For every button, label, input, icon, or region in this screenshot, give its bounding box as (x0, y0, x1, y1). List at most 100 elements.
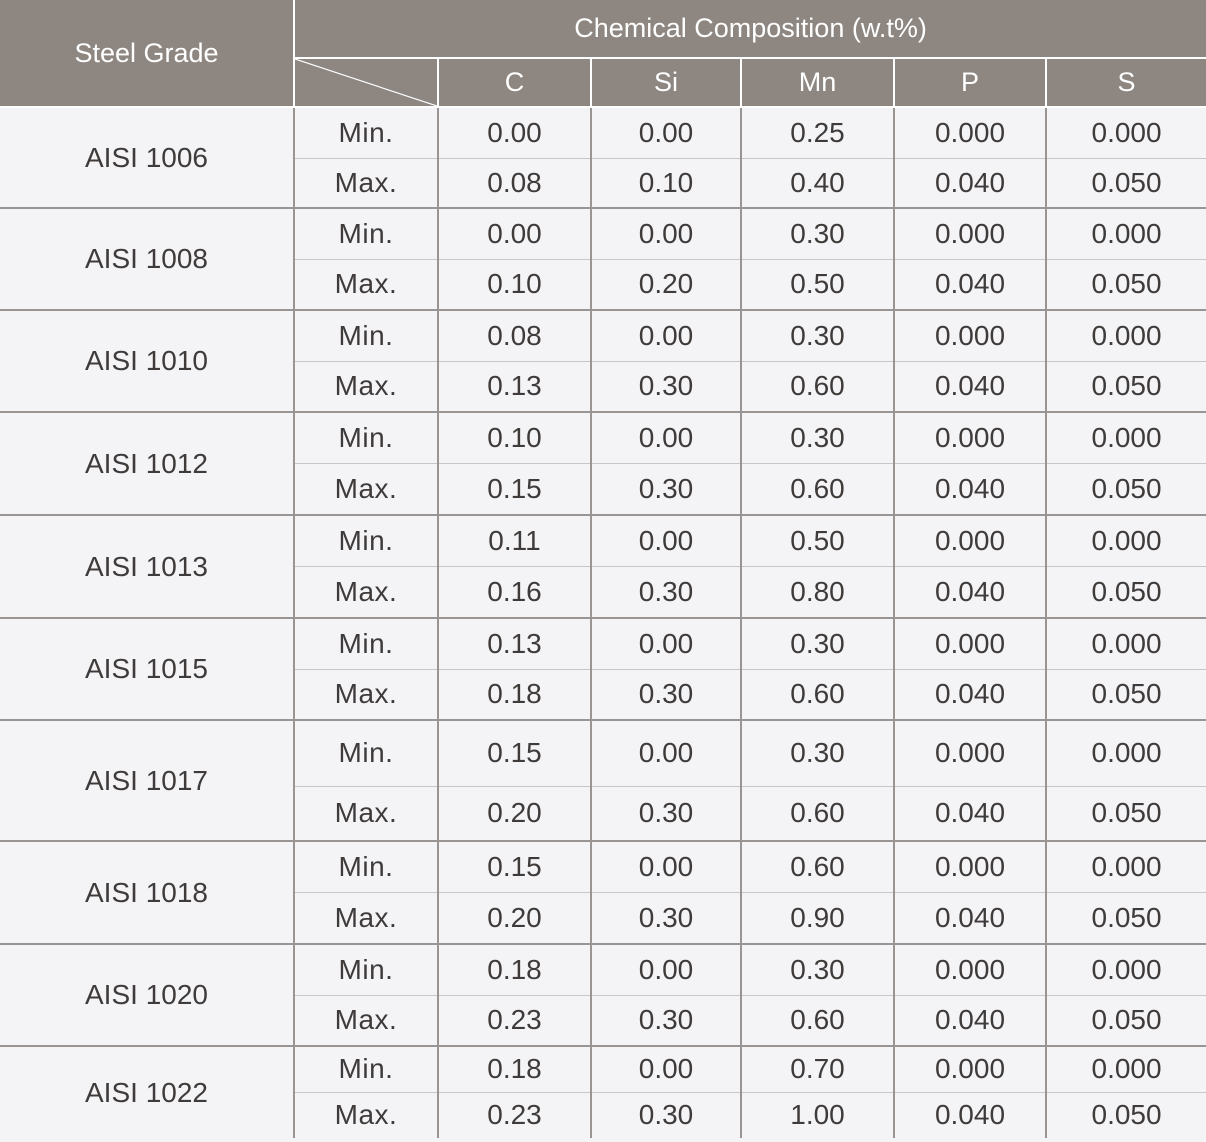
value-cell-mn: 0.60 (740, 669, 895, 721)
steel-grade-cell: AISI 1008 (0, 208, 295, 311)
value-cell-s: 0.050 (1044, 259, 1206, 311)
value-cell-p: 0.000 (893, 1046, 1047, 1093)
table-row: AISI 1013 Min. 0.11 0.00 0.50 0.000 0.000 (0, 515, 1206, 619)
value-cell-p: 0.000 (893, 618, 1047, 670)
min-label: Min. (293, 720, 439, 787)
value-cell-mn: 0.90 (740, 892, 895, 945)
value-cell-p: 0.040 (893, 995, 1047, 1047)
table-row: Max. 0.08 0.10 0.40 0.040 0.050 (0, 158, 1206, 209)
value-cell-p: 0.000 (893, 841, 1047, 893)
value-cell-c: 0.15 (437, 841, 592, 893)
value-cell-mn: 0.60 (740, 786, 895, 842)
value-cell-c: 0.23 (437, 995, 592, 1047)
min-label: Min. (293, 412, 439, 464)
value-cell-p: 0.000 (893, 107, 1047, 159)
value-cell-s: 0.050 (1044, 361, 1206, 413)
min-label: Min. (293, 310, 439, 362)
table-row: AISI 1015 Min. 0.13 0.00 0.30 0.000 0.000 (0, 618, 1206, 721)
value-cell-s: 0.000 (1044, 841, 1206, 893)
value-cell-mn: 0.50 (740, 259, 895, 311)
value-cell-si: 0.30 (590, 463, 742, 516)
element-header-p: P (893, 57, 1047, 108)
steel-grade-cell: AISI 1017 (0, 720, 295, 842)
value-cell-mn: 0.25 (740, 107, 895, 159)
value-cell-mn: 0.40 (740, 158, 895, 209)
value-cell-mn: 1.00 (740, 1092, 895, 1138)
max-label: Max. (294, 1092, 439, 1138)
max-label: Max. (294, 786, 439, 842)
value-cell-c: 0.20 (437, 892, 592, 945)
value-cell-s: 0.000 (1044, 412, 1206, 464)
value-cell-mn: 0.60 (740, 995, 895, 1047)
min-label: Min. (293, 1046, 439, 1093)
value-cell-c: 0.18 (437, 669, 592, 721)
value-cell-si: 0.00 (590, 618, 742, 670)
value-cell-mn: 0.30 (740, 720, 895, 787)
value-cell-mn: 0.30 (740, 944, 895, 996)
table-row: AISI 1020 Min. 0.18 0.00 0.30 0.000 0.000 (0, 944, 1206, 1047)
chemical-composition-header: Chemical Composition (w.t%) (292, 0, 1206, 59)
element-header-c: C (437, 57, 592, 108)
value-cell-s: 0.000 (1044, 515, 1206, 567)
value-cell-p: 0.040 (893, 786, 1047, 842)
table-row: AISI 1010 Min. 0.08 0.00 0.30 0.000 0.000 (0, 310, 1206, 413)
value-cell-c: 0.08 (437, 158, 592, 209)
value-cell-s: 0.000 (1044, 107, 1206, 159)
value-cell-mn: 0.50 (740, 515, 895, 567)
value-cell-p: 0.040 (893, 259, 1047, 311)
min-label: Min. (293, 618, 439, 670)
table-row: Max. 0.16 0.30 0.80 0.040 0.050 (0, 566, 1206, 619)
value-cell-p: 0.040 (893, 669, 1047, 721)
table-row: AISI 1017 Min. 0.15 0.00 0.30 0.000 0.000 (0, 720, 1206, 842)
element-header-mn: Mn (740, 57, 895, 108)
diagonal-line (295, 59, 437, 106)
table-row: AISI 1018 Min. 0.15 0.00 0.60 0.000 0.000 (0, 841, 1206, 945)
value-cell-mn: 0.60 (740, 361, 895, 413)
value-cell-c: 0.00 (437, 107, 592, 159)
value-cell-c: 0.15 (437, 720, 592, 787)
steel-grade-cell: AISI 1013 (0, 515, 295, 619)
value-cell-si: 0.00 (590, 841, 742, 893)
value-cell-si: 0.00 (590, 944, 742, 996)
value-cell-si: 0.30 (590, 786, 742, 842)
value-cell-p: 0.040 (893, 158, 1047, 209)
value-cell-si: 0.00 (590, 720, 742, 787)
steel-grade-header: Steel Grade (0, 0, 295, 108)
value-cell-c: 0.18 (437, 944, 592, 996)
value-cell-mn: 0.30 (740, 208, 895, 260)
value-cell-p: 0.040 (893, 463, 1047, 516)
value-cell-mn: 0.70 (740, 1046, 895, 1093)
table-row: Max. 0.23 0.30 0.60 0.040 0.050 (0, 995, 1206, 1047)
value-cell-s: 0.050 (1044, 995, 1206, 1047)
element-header-s: S (1044, 57, 1206, 108)
value-cell-c: 0.08 (437, 310, 592, 362)
value-cell-si: 0.10 (590, 158, 742, 209)
table-row: Max. 0.13 0.30 0.60 0.040 0.050 (0, 361, 1206, 413)
value-cell-mn: 0.30 (740, 412, 895, 464)
value-cell-si: 0.30 (590, 566, 742, 619)
steel-grade-cell: AISI 1015 (0, 618, 295, 721)
value-cell-p: 0.000 (893, 720, 1047, 787)
value-cell-si: 0.20 (590, 259, 742, 311)
value-cell-c: 0.10 (437, 259, 592, 311)
value-cell-c: 0.13 (437, 618, 592, 670)
max-label: Max. (294, 361, 439, 413)
value-cell-p: 0.000 (893, 208, 1047, 260)
value-cell-si: 0.00 (590, 107, 742, 159)
value-cell-p: 0.000 (893, 944, 1047, 996)
value-cell-si: 0.30 (590, 892, 742, 945)
steel-grade-cell: AISI 1010 (0, 310, 295, 413)
value-cell-s: 0.050 (1044, 892, 1206, 945)
table-row: Max. 0.20 0.30 0.60 0.040 0.050 (0, 786, 1206, 842)
value-cell-p: 0.000 (893, 412, 1047, 464)
min-label: Min. (293, 515, 439, 567)
value-cell-s: 0.050 (1044, 566, 1206, 619)
value-cell-mn: 0.60 (740, 841, 895, 893)
value-cell-c: 0.16 (437, 566, 592, 619)
value-cell-c: 0.20 (437, 786, 592, 842)
table-row: Max. 0.23 0.30 1.00 0.040 0.050 (0, 1092, 1206, 1138)
min-label: Min. (293, 107, 439, 159)
steel-grade-cell: AISI 1012 (0, 412, 295, 516)
table-body: AISI 1006 Min. 0.00 0.00 0.25 0.000 0.000 Max. 0… (0, 107, 1206, 1138)
